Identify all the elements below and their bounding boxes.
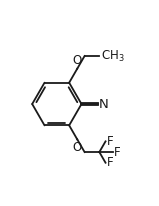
Text: N: N (99, 97, 109, 111)
Text: F: F (114, 146, 121, 159)
Text: O: O (72, 54, 81, 67)
Text: O: O (72, 142, 81, 154)
Text: F: F (107, 156, 113, 169)
Text: F: F (107, 135, 113, 148)
Text: CH$_3$: CH$_3$ (101, 48, 124, 64)
